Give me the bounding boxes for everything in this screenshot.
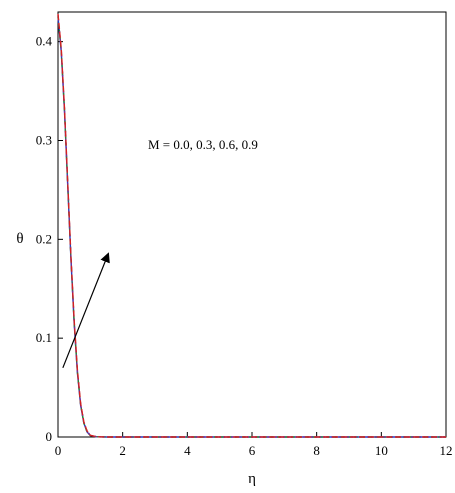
y-tick-label: 0.3: [36, 132, 52, 147]
plot-area-frame: [57, 11, 447, 438]
x-tick-label: 2: [119, 443, 126, 458]
x-tick-label: 12: [440, 443, 453, 458]
x-tick-label: 8: [313, 443, 320, 458]
x-axis-label: η: [248, 471, 256, 487]
y-tick-label: 0.1: [36, 330, 52, 345]
series-group: [57, 13, 446, 438]
series-line-4: [57, 13, 446, 438]
arrow: [62, 252, 110, 369]
x-tick-label: 10: [375, 443, 388, 458]
y-tick-label: 0.4: [36, 34, 53, 49]
annotation-text: M = 0.0, 0.3, 0.6, 0.9: [148, 137, 258, 152]
x-tick-label: 6: [249, 443, 256, 458]
y-axis-label: θ: [16, 231, 23, 247]
series-line-3: [57, 14, 446, 438]
y-tick-label: 0.2: [36, 231, 52, 246]
x-tick-label: 0: [55, 443, 62, 458]
y-tick-label: 0: [46, 429, 53, 444]
x-tick-label: 4: [184, 443, 191, 458]
series-line-1: [57, 16, 446, 438]
series-line-2: [57, 15, 446, 438]
ticks: 0 2 4 6 8 10 12 0 0.1 0.2 0.3 0.4: [36, 34, 453, 458]
